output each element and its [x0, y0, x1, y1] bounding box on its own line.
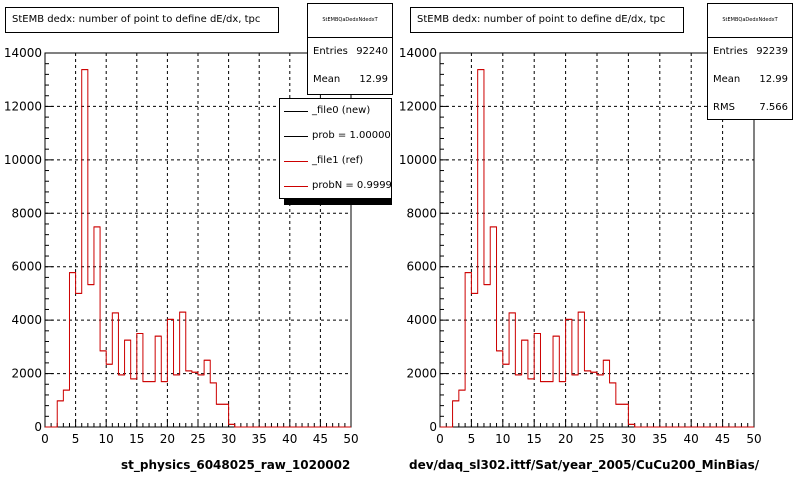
x-tick-label: 5 [72, 432, 80, 446]
stats-mean-row: Mean 12.99 [308, 66, 392, 94]
x-tick-label: 20 [558, 432, 573, 446]
legend-entry-probn: probN = 0.999999 [280, 174, 392, 198]
y-tick-label: 6000 [406, 260, 437, 274]
stats-box-left: StEMBQaDedxNdedxT Entries 92240 Mean 12.… [307, 3, 393, 95]
y-tick-label: 12000 [400, 99, 437, 113]
stats-rms-value: 7.566 [759, 102, 788, 113]
x-tick-label: 15 [129, 432, 144, 446]
stats-entries-row: Entries 92240 [308, 38, 392, 66]
stats-rms-row: RMS 7.566 [708, 94, 792, 119]
legend-label: _file0 (new) [312, 105, 371, 116]
y-tick-label: 4000 [11, 313, 42, 327]
x-tick-label: 25 [589, 432, 604, 446]
x-tick-label: 15 [527, 432, 542, 446]
stats-mean-value: 12.99 [359, 74, 388, 85]
legend-entry-file0: _file0 (new) [280, 99, 391, 124]
y-tick-label: 4000 [406, 313, 437, 327]
legend-line-new [284, 111, 308, 112]
y-tick-label: 6000 [11, 260, 42, 274]
x-tick-label: 0 [41, 432, 49, 446]
x-tick-label: 30 [221, 432, 236, 446]
histogram-plot-right: 0 5 10 15 20 25 30 35 40 45 50 0 2000 4000 6000 8000 100… [400, 46, 762, 446]
x-tick-label: 30 [621, 432, 636, 446]
y-tick-label: 0 [34, 420, 42, 434]
stats-box-right: StEMBQaDedxNdedxT Entries 92239 Mean 12.… [707, 3, 793, 120]
x-tick-label: 45 [715, 432, 730, 446]
legend-entry-file1: _file1 (ref) [280, 149, 391, 174]
x-tick-label: 40 [684, 432, 699, 446]
x-tick-label: 20 [160, 432, 175, 446]
stats-rms-label: RMS [713, 102, 735, 113]
y-tick-label: 10000 [4, 153, 42, 167]
stats-mean-label: Mean [713, 74, 741, 85]
x-tick-label: 0 [436, 432, 444, 446]
stats-entries-label: Entries [713, 46, 748, 57]
stats-entries-value: 92240 [356, 46, 388, 57]
x-tick-label: 10 [99, 432, 114, 446]
legend-line-ref [284, 186, 308, 187]
stats-entries-row: Entries 92239 [708, 38, 792, 66]
stats-histogram-name: StEMBQaDedxNdedxT [708, 4, 792, 38]
x-tick-label: 25 [190, 432, 205, 446]
x-axis-title-right: dev/daq_sl302.ittf/Sat/year_2005/CuCu200… [409, 458, 760, 472]
y-tick-label: 14000 [400, 46, 437, 60]
y-tick-label: 12000 [4, 99, 42, 113]
x-tick-label: 45 [313, 432, 328, 446]
y-tick-label: 14000 [4, 46, 42, 60]
legend-entry-prob: prob = 1.000000 [280, 124, 391, 149]
legend-line-ref [284, 161, 308, 162]
plot-title-right: StEMB dedx: number of point to define dE… [410, 7, 684, 33]
stats-mean-label: Mean [313, 74, 341, 85]
stats-mean-row: Mean 12.99 [708, 66, 792, 94]
y-tick-label: 2000 [406, 367, 437, 381]
plot-title-left: StEMB dedx: number of point to define dE… [5, 7, 279, 33]
stats-entries-label: Entries [313, 46, 348, 57]
legend-box: _file0 (new) prob = 1.000000 _file1 (ref… [279, 98, 392, 199]
y-tick-label: 2000 [11, 367, 42, 381]
y-tick-label: 8000 [406, 206, 437, 220]
x-axis-title-left: st_physics_6048025_raw_1020002 [121, 458, 351, 472]
x-tick-label: 50 [746, 432, 761, 446]
histogram-plot-left: 0 5 10 15 20 25 30 35 40 45 50 0 2000 4000 6000 8000 100… [4, 46, 359, 446]
stats-histogram-name: StEMBQaDedxNdedxT [308, 4, 392, 38]
legend-label: prob = 1.000000 [312, 130, 392, 141]
stats-mean-value: 12.99 [759, 74, 788, 85]
legend-label: probN = 0.999999 [312, 180, 392, 191]
stats-entries-value: 92239 [756, 46, 788, 57]
x-tick-label: 50 [343, 432, 358, 446]
x-tick-label: 10 [495, 432, 510, 446]
y-tick-label: 8000 [11, 206, 42, 220]
x-tick-label: 40 [282, 432, 297, 446]
legend-line-new [284, 136, 308, 137]
x-tick-label: 35 [652, 432, 667, 446]
y-tick-label: 0 [429, 420, 437, 434]
x-tick-label: 5 [468, 432, 476, 446]
x-tick-label: 35 [252, 432, 267, 446]
legend-label: _file1 (ref) [312, 155, 364, 166]
y-tick-label: 10000 [400, 153, 437, 167]
